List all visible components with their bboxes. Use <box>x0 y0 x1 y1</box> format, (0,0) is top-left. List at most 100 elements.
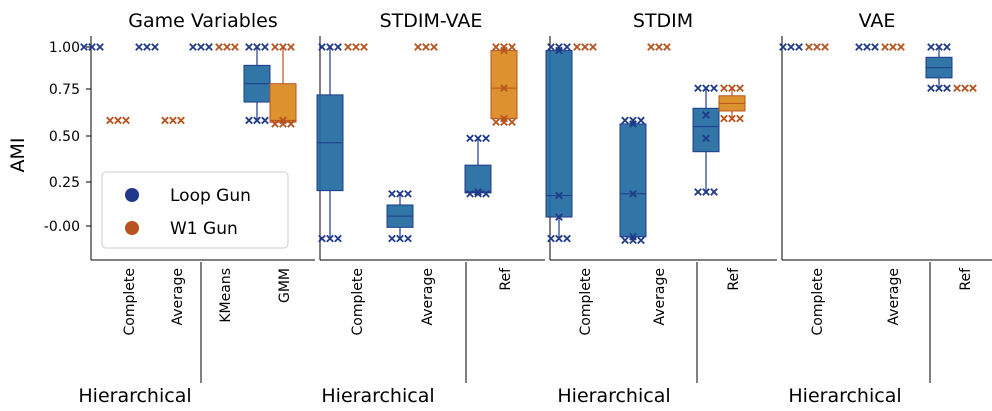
data-point-marker <box>388 189 396 198</box>
data-point-marker <box>710 188 718 196</box>
data-point-marker <box>871 43 879 51</box>
x-tick-label: Complete <box>810 268 826 335</box>
data-point-marker <box>430 43 438 51</box>
data-point-marker <box>720 114 728 123</box>
data-point-marker <box>492 43 500 51</box>
data-point-marker <box>492 118 500 127</box>
data-point-marker <box>637 116 645 125</box>
data-point-marker <box>279 43 287 51</box>
data-point-marker <box>114 116 122 125</box>
y-tick-label: 1.00 <box>49 40 80 56</box>
box <box>619 123 647 238</box>
x-tick-label: Ref <box>726 267 742 291</box>
data-point-marker <box>573 43 581 51</box>
data-point-marker <box>563 43 571 51</box>
data-point-marker <box>736 84 744 93</box>
x-tick-label: GMM <box>277 268 293 303</box>
data-point-marker <box>334 234 342 243</box>
data-point-marker <box>271 43 279 51</box>
data-point-marker <box>881 43 889 51</box>
data-point-marker <box>555 191 563 200</box>
data-point-marker <box>205 43 213 51</box>
data-point-marker <box>736 114 744 123</box>
data-point-marker <box>563 234 571 243</box>
data-point-marker <box>474 134 482 143</box>
x-tick-label: Ref <box>958 267 974 291</box>
data-point-marker <box>589 43 597 51</box>
data-point-marker <box>177 116 185 125</box>
axis-spines <box>90 36 992 261</box>
data-point-marker <box>414 43 422 51</box>
data-point-marker <box>897 43 905 51</box>
data-point-marker <box>396 189 404 198</box>
data-point-marker <box>106 116 114 125</box>
data-point-marker <box>96 43 104 51</box>
data-point-marker <box>253 116 261 125</box>
data-point-marker <box>169 116 177 125</box>
legend-label-w1-gun: W1 Gun <box>170 219 238 239</box>
data-point-marker <box>474 188 482 196</box>
data-point-marker <box>261 116 269 125</box>
data-point-marker <box>702 188 710 196</box>
x-tick-label: Average <box>170 268 186 326</box>
data-point-marker <box>969 84 977 93</box>
data-point-marker <box>855 43 863 51</box>
data-point-marker <box>245 43 253 51</box>
y-tick-label: 0.25 <box>49 175 80 191</box>
data-point-marker <box>151 43 159 51</box>
box <box>269 83 297 123</box>
data-point-marker <box>927 84 935 93</box>
x-tick-label: Average <box>652 268 668 326</box>
data-point-marker <box>935 43 943 51</box>
group-label-hierarchical: Hierarchical <box>788 385 901 407</box>
data-point-marker <box>422 43 430 51</box>
data-point-marker <box>474 189 482 198</box>
panel-title-vae: VAE <box>859 10 896 32</box>
x-tick-label: Ref <box>498 267 514 291</box>
data-point-marker <box>161 116 169 125</box>
x-tick-label: Complete <box>122 268 138 335</box>
data-point-marker <box>326 234 334 243</box>
data-point-marker <box>728 84 736 93</box>
data-point-marker <box>482 189 490 198</box>
data-point-marker <box>508 118 516 127</box>
group-dividers <box>200 262 931 383</box>
data-point-marker <box>352 43 360 51</box>
x-tick-label: Average <box>886 268 902 326</box>
data-point-marker <box>318 234 326 243</box>
data-point-marker <box>961 84 969 93</box>
data-point-marker <box>80 43 88 51</box>
data-point-marker <box>694 188 702 196</box>
data-point-marker <box>245 116 253 125</box>
x-tick-label: KMeans <box>218 268 234 323</box>
panel-title-game-variables: Game Variables <box>128 10 277 32</box>
box <box>464 164 492 194</box>
data-point-marker <box>863 43 871 51</box>
data-point-marker <box>621 236 629 245</box>
data-point-marker <box>135 43 143 51</box>
data-point-marker <box>279 120 287 128</box>
data-point-marker <box>404 189 412 198</box>
data-point-marker <box>508 43 516 51</box>
data-point-marker <box>500 118 508 127</box>
data-point-marker <box>805 43 813 51</box>
data-point-marker <box>702 84 710 93</box>
data-point-marker <box>555 213 563 221</box>
data-point-marker <box>500 84 508 93</box>
chart-marks <box>80 43 977 245</box>
x-tick-label: Complete <box>578 268 594 335</box>
x-tick-label: Average <box>420 268 436 326</box>
data-point-marker <box>215 43 223 51</box>
legend-label-loop-gun: Loop Gun <box>170 186 251 206</box>
data-point-marker <box>953 84 961 93</box>
data-point-marker <box>547 234 555 243</box>
legend-marker-loop-gun <box>125 188 139 202</box>
data-point-marker <box>143 43 151 51</box>
data-point-marker <box>287 43 295 51</box>
data-point-marker <box>927 43 935 51</box>
group-label-hierarchical: Hierarchical <box>321 385 434 407</box>
data-point-marker <box>943 43 951 51</box>
data-point-marker <box>122 116 130 125</box>
data-point-marker <box>466 134 474 143</box>
